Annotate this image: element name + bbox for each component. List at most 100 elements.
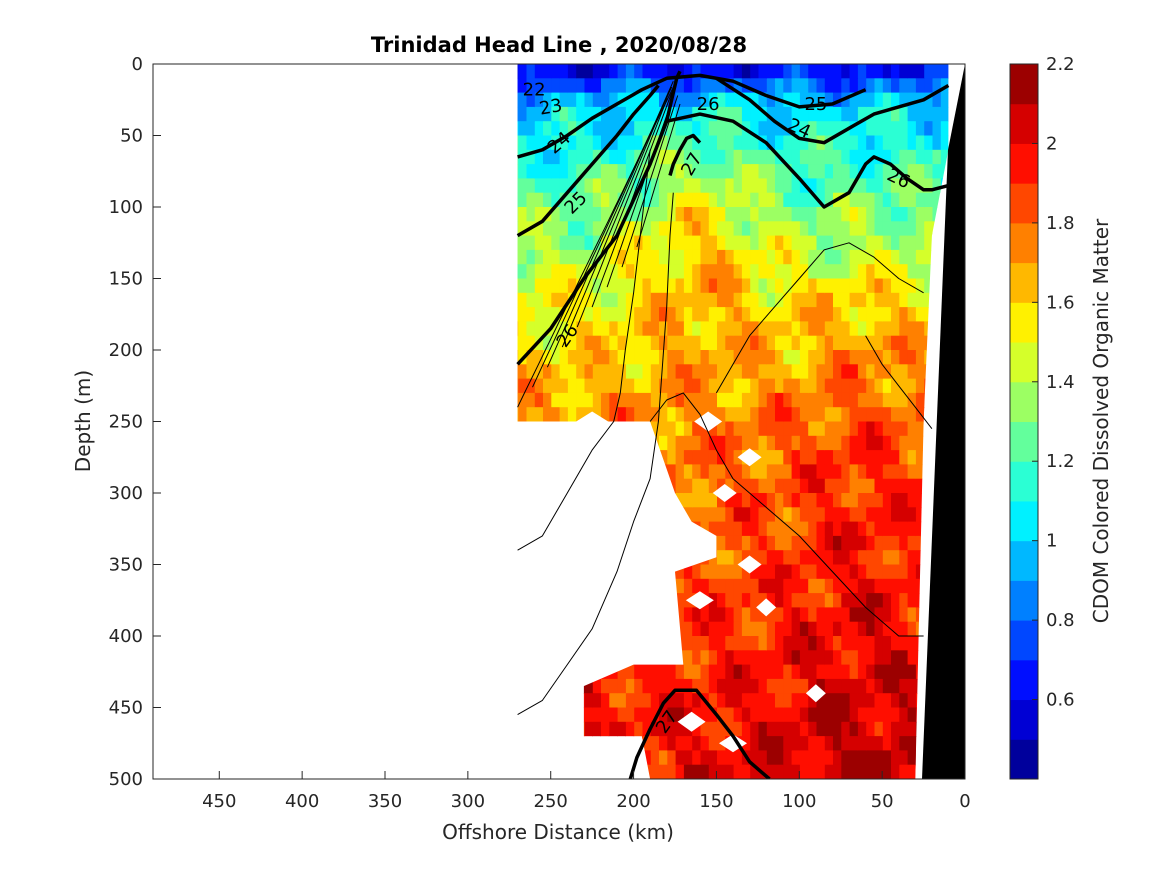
cdom-cell (849, 278, 858, 294)
cdom-cell (857, 364, 867, 380)
cdom-cell (600, 235, 610, 251)
cdom-cell (931, 64, 941, 79)
cdom-cell (774, 707, 784, 723)
cdom-cell (683, 764, 693, 779)
cdom-cell (799, 249, 809, 265)
cdom-cell (774, 435, 784, 451)
cdom-cell (592, 164, 601, 179)
cdom-cell (724, 178, 734, 194)
cdom-cell (699, 493, 709, 508)
cdom-cell (865, 235, 875, 251)
cdom-cell (915, 464, 925, 480)
cdom-cell (923, 207, 933, 222)
cdom-cell (699, 121, 709, 137)
cdom-cell (766, 435, 775, 451)
cdom-cell (749, 78, 759, 94)
cdom-cell (766, 392, 775, 408)
cdom-cell (757, 106, 767, 122)
cdom-cell (815, 235, 825, 251)
cdom-cell (724, 407, 734, 423)
cdom-cell (832, 249, 842, 265)
cdom-cell (749, 564, 759, 580)
cdom-cell (741, 321, 751, 337)
cdom-cell (865, 650, 875, 666)
cdom-cell (757, 207, 767, 222)
cdom-cell (650, 192, 659, 208)
cdom-cell (658, 750, 668, 766)
cdom-cell (575, 164, 585, 179)
cdom-cell (559, 278, 568, 294)
cdom-cell (575, 92, 585, 108)
cdom-cell (699, 135, 709, 151)
cdom-cell (824, 364, 833, 380)
cdom-cell (865, 249, 875, 265)
cdom-cell (625, 278, 635, 294)
cdom-cell (716, 564, 726, 580)
cdom-cell (525, 106, 535, 122)
cdom-cell (567, 106, 577, 122)
cdom-cell (774, 321, 784, 337)
isopycnal-24 (517, 73, 867, 159)
cdom-cell (791, 650, 800, 666)
thin-contour (715, 242, 924, 394)
cdom-cell (724, 149, 734, 165)
cdom-cell (824, 678, 833, 694)
cdom-cell (650, 350, 659, 365)
cdom-cell (517, 121, 527, 137)
cdom-cell (666, 64, 676, 79)
cdom-cell (840, 421, 850, 437)
cdom-cell (534, 264, 543, 280)
cdom-cell (815, 321, 825, 337)
cdom-cell (840, 135, 850, 151)
cdom-cell (890, 564, 900, 580)
cdom-cell (567, 249, 577, 265)
cdom-cell (716, 507, 726, 523)
cdom-cell (691, 493, 701, 508)
cdom-cell (716, 249, 726, 265)
cdom-cell (708, 192, 717, 208)
cdom-cell (907, 636, 916, 651)
cdom-cell (567, 407, 577, 423)
cdom-cell (857, 435, 867, 451)
cdom-cell (766, 478, 775, 494)
cdom-cell (857, 721, 867, 737)
cdom-cell (782, 149, 792, 165)
cdom-cell (815, 578, 825, 594)
cdom-cell (907, 249, 916, 265)
cdom-cell (873, 292, 883, 308)
cdom-cell (857, 235, 867, 251)
cdom-cell (517, 264, 527, 280)
cdom-cell (666, 235, 676, 251)
cdom-cell (799, 121, 809, 137)
cdom-cell (791, 64, 800, 79)
cdom-cell (666, 450, 676, 465)
cdom-cell (757, 350, 767, 365)
cdom-cell (865, 392, 875, 408)
colorbar-tick-label: 1.6 (1046, 292, 1075, 313)
cdom-cell (890, 149, 900, 165)
cdom-cell (898, 106, 908, 122)
cdom-cell (774, 121, 784, 137)
cdom-cell (517, 321, 527, 337)
cdom-cell (832, 736, 842, 751)
cdom-cell (658, 693, 668, 709)
cdom-cell (898, 435, 908, 451)
cdom-cell (757, 535, 767, 551)
cdom-cell (534, 378, 543, 394)
cdom-cell (724, 578, 734, 594)
cdom-cell (766, 278, 775, 294)
cdom-cell (625, 192, 635, 208)
cdom-cell (650, 121, 659, 137)
cdom-cell (824, 264, 833, 280)
cdom-cell (873, 693, 883, 709)
cdom-cell (716, 321, 726, 337)
cdom-cell (683, 78, 693, 94)
cdom-cell (757, 636, 767, 651)
cdom-cell (724, 564, 734, 580)
cdom-cell (757, 378, 767, 394)
y-tick-label: 450 (109, 698, 143, 719)
cdom-cell (832, 707, 842, 723)
cdom-cell (774, 450, 784, 465)
cdom-cell (849, 321, 858, 337)
cdom-cell (815, 678, 825, 694)
